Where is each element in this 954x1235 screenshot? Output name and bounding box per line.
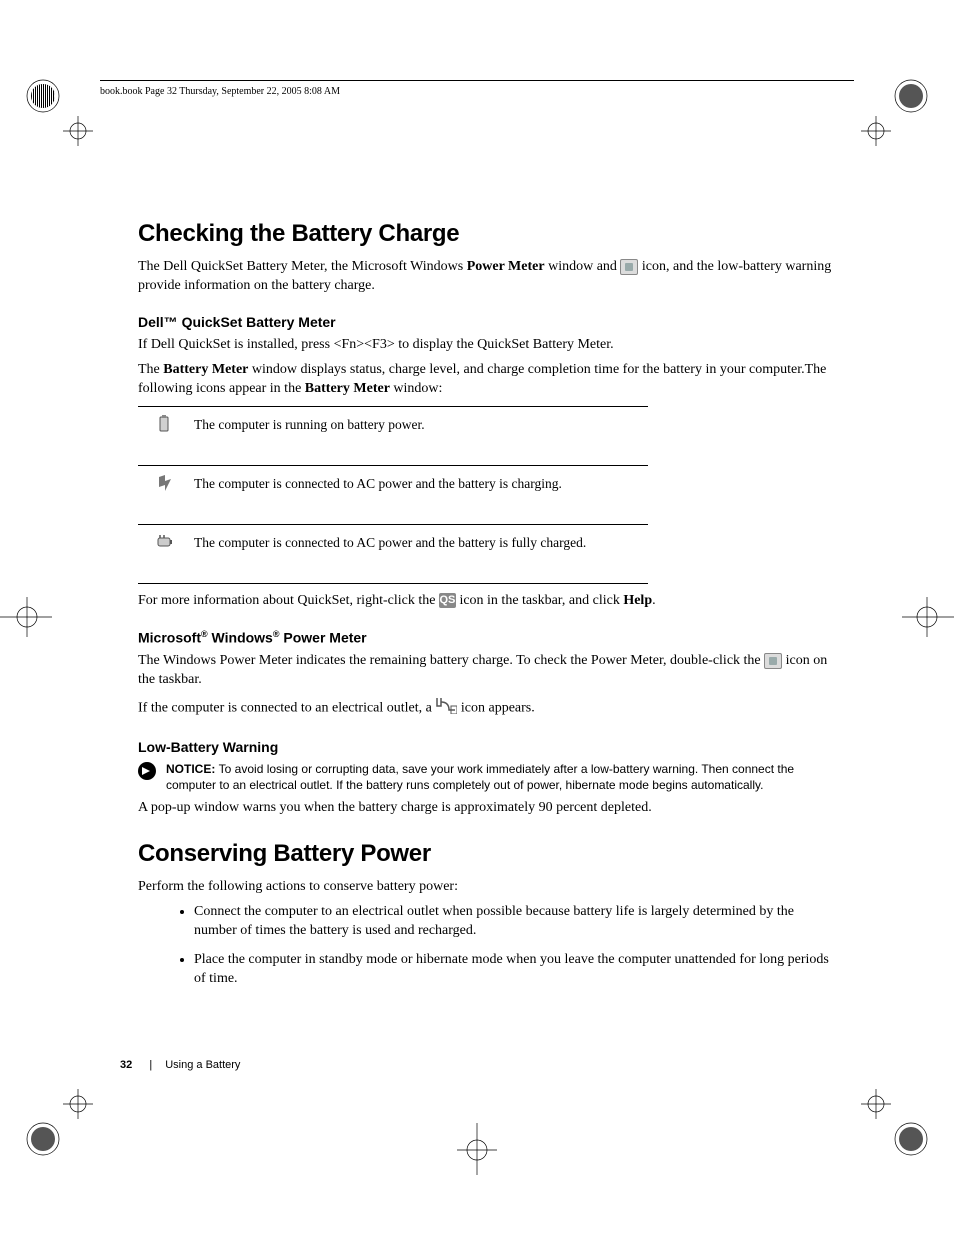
crosshair-bottom [457, 1123, 497, 1175]
table-row: The computer is connected to AC power an… [138, 525, 648, 584]
ac-plug-icon [435, 696, 457, 721]
intro-para: The Dell QuickSet Battery Meter, the Mic… [138, 258, 838, 296]
list-item: Place the computer in standby mode or hi… [194, 951, 838, 989]
notice-block: NOTICE: To avoid losing or corrupting da… [138, 761, 838, 793]
running-header: book.book Page 32 Thursday, September 22… [100, 86, 340, 97]
crosshair-left [0, 597, 52, 637]
crosshair-bl-small [63, 1089, 93, 1119]
subheading-windows-power-meter: Microsoft® Windows® Power Meter [138, 629, 838, 646]
crosshair-tl-small [63, 116, 93, 146]
conserving-bullets: Connect the computer to an electrical ou… [138, 903, 838, 989]
battery-power-icon [156, 415, 172, 431]
battery-icon-table: The computer is running on battery power… [138, 406, 648, 584]
low-battery-after: A pop-up window warns you when the batte… [138, 799, 838, 818]
page-body: Checking the Battery Charge The Dell Qui… [138, 220, 838, 998]
quickset-p2: The Battery Meter window displays status… [138, 361, 838, 399]
footer-section-label: Using a Battery [165, 1059, 240, 1071]
table-cell-text: The computer is running on battery power… [190, 407, 648, 466]
notice-arrow-icon [138, 762, 156, 780]
subheading-quickset: Dell™ QuickSet Battery Meter [138, 314, 838, 330]
battery-full-icon [156, 533, 172, 549]
list-item: Connect the computer to an electrical ou… [194, 903, 838, 941]
power-meter-tray-icon [764, 653, 782, 669]
windows-pm-p1: The Windows Power Meter indicates the re… [138, 652, 838, 690]
crop-mark-tl [22, 75, 64, 117]
table-cell-text: The computer is connected to AC power an… [190, 525, 648, 584]
page-number: 32 [120, 1059, 132, 1071]
notice-text: NOTICE: To avoid losing or corrupting da… [166, 761, 838, 793]
windows-pm-p2: If the computer is connected to an elect… [138, 696, 838, 721]
quickset-p1: If Dell QuickSet is installed, press <Fn… [138, 336, 838, 355]
crop-mark-tr [890, 75, 932, 117]
header-rule [100, 80, 854, 81]
crop-mark-bl [22, 1118, 64, 1160]
crosshair-br-small [861, 1089, 891, 1119]
quickset-after: For more information about QuickSet, rig… [138, 592, 838, 611]
power-meter-icon [620, 259, 638, 275]
heading-conserving: Conserving Battery Power [138, 840, 838, 868]
crosshair-tr-small [861, 116, 891, 146]
table-cell-text: The computer is connected to AC power an… [190, 466, 648, 525]
crop-mark-br [890, 1118, 932, 1160]
conserving-intro: Perform the following actions to conserv… [138, 878, 838, 897]
crosshair-right [902, 597, 954, 637]
table-row: The computer is running on battery power… [138, 407, 648, 466]
quickset-tray-icon: QS [439, 593, 456, 608]
heading-checking-battery: Checking the Battery Charge [138, 220, 838, 248]
footer-separator: | [149, 1059, 152, 1071]
battery-charging-icon [156, 474, 172, 490]
page-footer: 32 | Using a Battery [120, 1059, 240, 1071]
subheading-low-battery: Low-Battery Warning [138, 739, 838, 755]
table-row: The computer is connected to AC power an… [138, 466, 648, 525]
